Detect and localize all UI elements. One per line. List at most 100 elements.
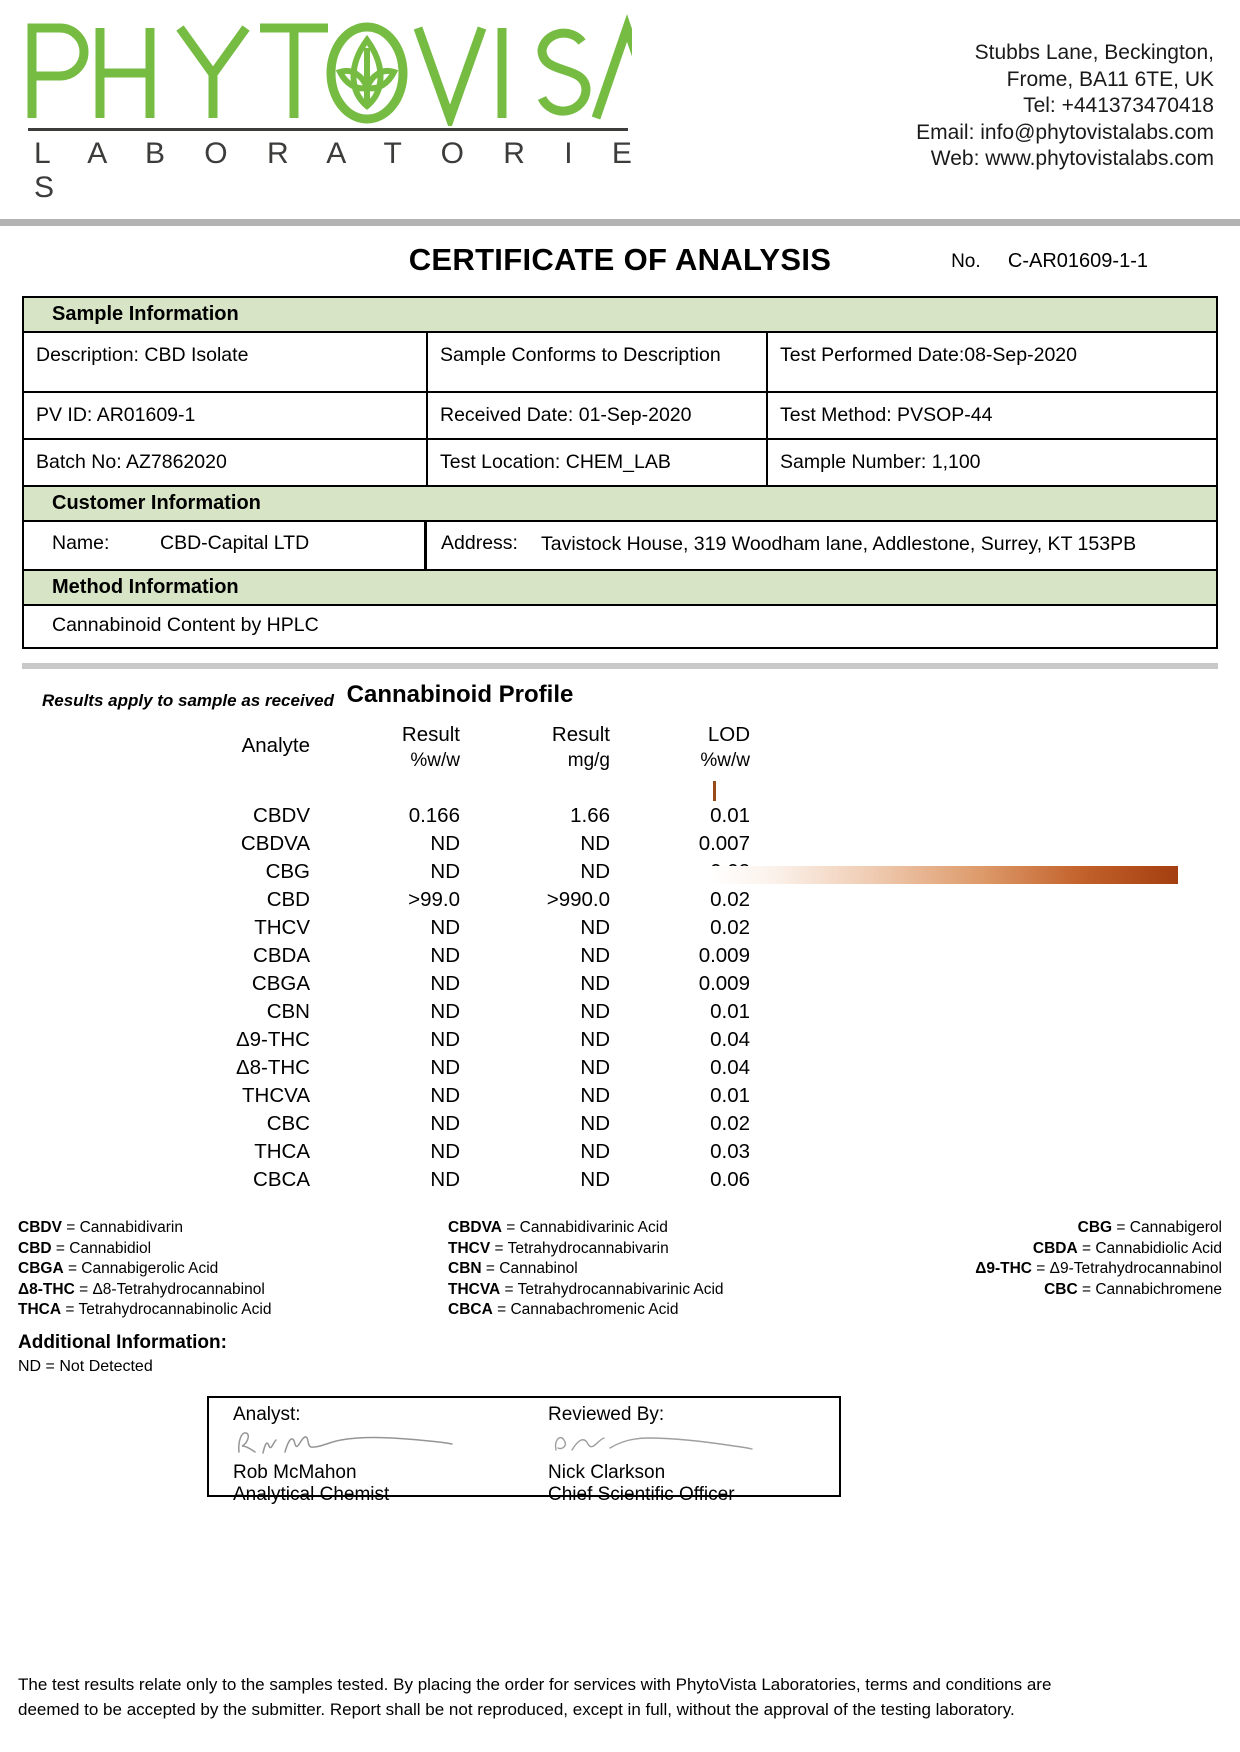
lod-pct: 0.01 — [710, 804, 750, 827]
signature-icon — [554, 1436, 753, 1451]
results-divider — [22, 663, 1218, 669]
sample-conformance: Sample Conforms to Description — [428, 333, 768, 391]
phytovista-logo-icon — [27, 14, 632, 126]
legend-abbr: CBD — [18, 1239, 52, 1257]
result-mgg: ND — [580, 1084, 610, 1107]
abbreviation-legend: CBDV = Cannabidivarin CBD = Cannabidiol … — [18, 1218, 1222, 1321]
legend-abbr: THCV — [448, 1239, 491, 1257]
legend-item: CBN = Cannabinol — [448, 1259, 878, 1280]
result-mgg: ND — [580, 1112, 610, 1135]
legend-def: = Tetrahydrocannabivarinic Acid — [500, 1280, 724, 1298]
result-mgg: ND — [580, 944, 610, 967]
contact-email: Email: info@phytovistalabs.com — [916, 120, 1214, 144]
company-logo: L A B O R A T O R I E S — [22, 14, 662, 205]
result-pct: ND — [430, 860, 460, 883]
lod-pct: 0.01 — [710, 1000, 750, 1023]
legend-item: Δ8-THC = Δ8-Tetrahydrocannabinol — [18, 1280, 448, 1301]
analyst-name: Rob McMahon — [233, 1462, 357, 1483]
legend-def: = Cannabidivarinic Acid — [501, 1219, 668, 1236]
reviewer-name: Nick Clarkson — [548, 1462, 666, 1483]
result-pct: ND — [430, 1000, 460, 1023]
legend-item: CBC = Cannabichromene — [878, 1280, 1222, 1301]
pv-id: PV ID: AR01609-1 — [24, 393, 428, 438]
test-performed-date: Test Performed Date:08-Sep-2020 — [780, 344, 1077, 366]
sample-description: Description: CBD Isolate — [24, 333, 428, 391]
result-mgg: ND — [580, 832, 610, 855]
table-header-row: Analyte Result %w/w Result mg/g LOD %w/w — [140, 723, 750, 774]
legend-item: THCV = Tetrahydrocannabivarin — [448, 1239, 878, 1260]
legend-def: = Δ9-Tetrahydrocannabinol — [1031, 1260, 1222, 1277]
result-pct: ND — [430, 1140, 460, 1163]
table-row: THCV ND ND 0.02 — [140, 914, 750, 942]
analyte-name: CBGA — [251, 972, 310, 995]
legend-item: Δ9-THC = Δ9-Tetrahydrocannabinol — [878, 1259, 1222, 1280]
lod-pct: 0.03 — [710, 1140, 750, 1163]
reviewer-signature-image — [524, 1426, 839, 1462]
table-row: CBDA ND ND 0.009 — [140, 942, 750, 970]
legend-column-3: CBG = Cannabigerol CBDA = Cannabidiolic … — [878, 1218, 1222, 1321]
table-row: CBGNDND0.02 — [140, 858, 750, 886]
legend-item: CBDV = Cannabidivarin — [18, 1218, 448, 1239]
legend-def: = Cannabigerol — [1112, 1219, 1222, 1236]
test-location: Test Location: CHEM_LAB — [428, 440, 768, 485]
result-mgg: ND — [580, 860, 610, 883]
chromatogram-gradient-bar — [710, 866, 1178, 884]
analyte-name: CBCA — [253, 1168, 310, 1191]
legend-abbr: CBGA — [18, 1260, 64, 1277]
result-mgg: ND — [580, 972, 610, 995]
header-divider — [0, 219, 1240, 226]
chromatogram-tick — [713, 781, 716, 801]
analyte-name: CBG — [265, 860, 310, 883]
legend-abbr: CBN — [448, 1260, 482, 1277]
sample-information-band: Sample Information — [24, 298, 1216, 333]
customer-name: Name: CBD-Capital LTD — [24, 522, 424, 569]
table-row: Description: CBD Isolate Sample Conforms… — [24, 333, 1216, 393]
result-pct: ND — [430, 1168, 460, 1191]
result-pct: ND — [430, 832, 460, 855]
legend-def: = Cannabigerolic Acid — [63, 1260, 219, 1277]
page-footer: The test results relate only to the samp… — [18, 1672, 1222, 1722]
legend-column-2: CBDVA = Cannabidivarinic Acid THCV = Tet… — [448, 1218, 878, 1321]
method-description: Cannabinoid Content by HPLC — [52, 614, 319, 636]
result-pct: ND — [430, 944, 460, 967]
customer-address: Address: Tavistock House, 319 Woodham la… — [424, 522, 1216, 569]
legend-def: = Cannabinol — [481, 1260, 578, 1277]
column-header-result-mgg: Result mg/g — [551, 723, 610, 771]
legend-def: = Cannabidiol — [51, 1239, 152, 1257]
legend-item: CBG = Cannabigerol — [878, 1218, 1222, 1239]
legend-def: = Cannabichromene — [1077, 1280, 1222, 1298]
lod-pct: 0.06 — [710, 1168, 750, 1191]
legend-item: CBD = Cannabidiol — [18, 1239, 448, 1260]
legend-def: = Δ8-Tetrahydrocannabinol — [74, 1280, 265, 1298]
lod-pct: 0.02 — [710, 916, 750, 939]
reviewer-signature-block: Reviewed By: Nick Clarkson Chief Scienti… — [524, 1398, 839, 1505]
analyte-name: THCVA — [242, 1084, 310, 1107]
table-row: CBCA ND ND 0.06 — [140, 1166, 750, 1194]
customer-address-label: Address: — [441, 532, 518, 554]
logo-wordmark — [22, 14, 662, 126]
result-mgg: 1.66 — [570, 804, 610, 827]
result-pct: ND — [430, 1028, 460, 1051]
legend-abbr: THCA — [18, 1301, 62, 1318]
legend-abbr: CBDVA — [448, 1219, 502, 1236]
information-tables: Sample Information Description: CBD Isol… — [22, 296, 1218, 649]
customer-address-value: Tavistock House, 319 Woodham lane, Addle… — [541, 533, 1137, 555]
legend-abbr: CBDA — [1032, 1239, 1078, 1257]
result-mgg: ND — [580, 1168, 610, 1191]
result-mgg: ND — [580, 916, 610, 939]
legend-abbr: Δ9-THC — [975, 1260, 1032, 1277]
lod-pct: 0.04 — [710, 1056, 750, 1079]
lod-pct: 0.007 — [698, 832, 750, 855]
result-pct: ND — [430, 972, 460, 995]
legend-item: CBCA = Cannabachromenic Acid — [448, 1300, 878, 1321]
legend-abbr: Δ8-THC — [18, 1280, 75, 1298]
table-row: CBC ND ND 0.02 — [140, 1110, 750, 1138]
sample-number: Sample Number: 1,100 — [780, 451, 981, 473]
cannabinoid-results-table: Analyte Result %w/w Result mg/g LOD %w/w CB… — [140, 723, 750, 1194]
contact-website: Web: www.phytovistalabs.com — [930, 147, 1214, 170]
table-row: Δ9-THC ND ND 0.04 — [140, 1026, 750, 1054]
cannabinoid-profile-title: Cannabinoid Profile — [346, 681, 574, 708]
page-title: CERTIFICATE OF ANALYSIS — [408, 242, 832, 277]
analyst-label: Analyst: — [233, 1404, 301, 1425]
